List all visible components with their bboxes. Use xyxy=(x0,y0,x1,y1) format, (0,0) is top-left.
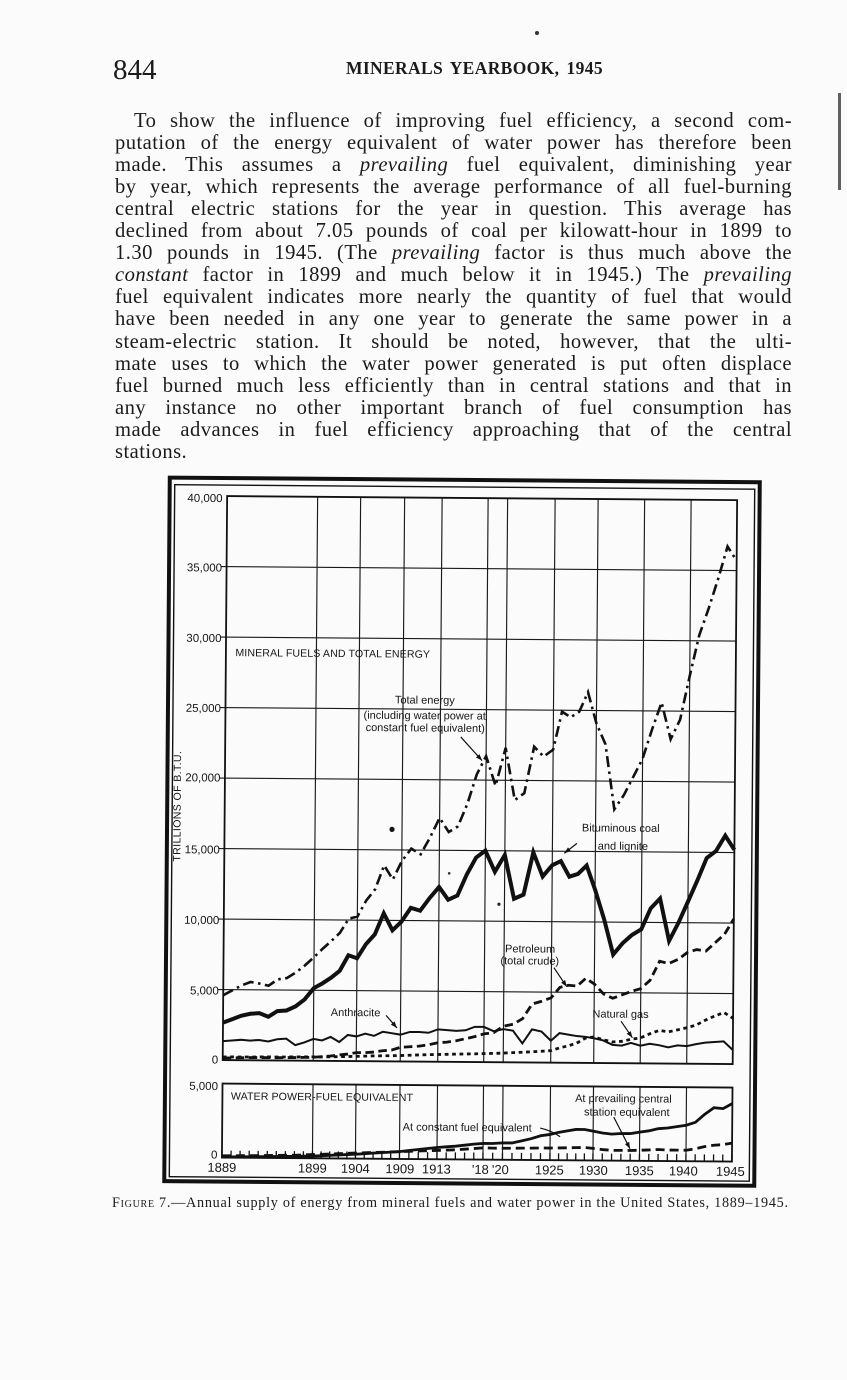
svg-text:station equivalent: station equivalent xyxy=(583,1106,669,1119)
svg-text:35,000: 35,000 xyxy=(186,562,221,574)
svg-text:40,000: 40,000 xyxy=(187,493,222,505)
svg-text:MINERAL FUELS AND TOTAL ENERGY: MINERAL FUELS AND TOTAL ENERGY xyxy=(235,647,430,661)
svg-text:1904: 1904 xyxy=(340,1161,369,1176)
svg-text:15,000: 15,000 xyxy=(184,844,219,856)
svg-text:and lignite: and lignite xyxy=(597,841,647,853)
svg-text:At prevailing central: At prevailing central xyxy=(575,1093,672,1106)
svg-text:5,000: 5,000 xyxy=(189,1081,218,1093)
svg-text:25,000: 25,000 xyxy=(185,703,220,715)
svg-text:5,000: 5,000 xyxy=(189,985,218,997)
svg-text:1909: 1909 xyxy=(385,1161,414,1176)
svg-text:(including water power at: (including water power at xyxy=(363,710,485,723)
svg-text:Anthracite: Anthracite xyxy=(330,1007,380,1019)
svg-text:10,000: 10,000 xyxy=(184,915,219,927)
svg-text:0: 0 xyxy=(211,1149,218,1161)
svg-text:1945: 1945 xyxy=(715,1164,744,1179)
svg-text:1913: 1913 xyxy=(421,1161,450,1176)
svg-text:Bituminous coal: Bituminous coal xyxy=(581,822,659,835)
svg-text:'18: '18 xyxy=(471,1162,488,1177)
svg-text:WATER POWER-FUEL EQUIVALENT: WATER POWER-FUEL EQUIVALENT xyxy=(230,1091,413,1104)
svg-text:At constant fuel equivalent: At constant fuel equivalent xyxy=(402,1121,531,1134)
svg-text:Total energy: Total energy xyxy=(394,694,455,706)
svg-text:TRILLIONS OF B.T.U.: TRILLIONS OF B.T.U. xyxy=(171,751,184,862)
svg-text:1940: 1940 xyxy=(668,1163,697,1178)
svg-text:1889: 1889 xyxy=(207,1160,236,1175)
svg-text:1925: 1925 xyxy=(534,1162,563,1177)
svg-text:Petroleum: Petroleum xyxy=(504,943,554,955)
svg-text:0: 0 xyxy=(211,1054,218,1066)
svg-text:1935: 1935 xyxy=(624,1163,653,1178)
svg-text:20,000: 20,000 xyxy=(185,772,220,784)
svg-text:constant fuel equivalent): constant fuel equivalent) xyxy=(365,722,484,735)
svg-text:(total crude): (total crude) xyxy=(500,955,559,967)
svg-text:'20: '20 xyxy=(491,1162,508,1177)
svg-text:1930: 1930 xyxy=(578,1163,607,1178)
svg-text:Natural gas: Natural gas xyxy=(592,1008,649,1020)
svg-text:30,000: 30,000 xyxy=(186,633,221,645)
svg-text:1899: 1899 xyxy=(297,1160,326,1175)
